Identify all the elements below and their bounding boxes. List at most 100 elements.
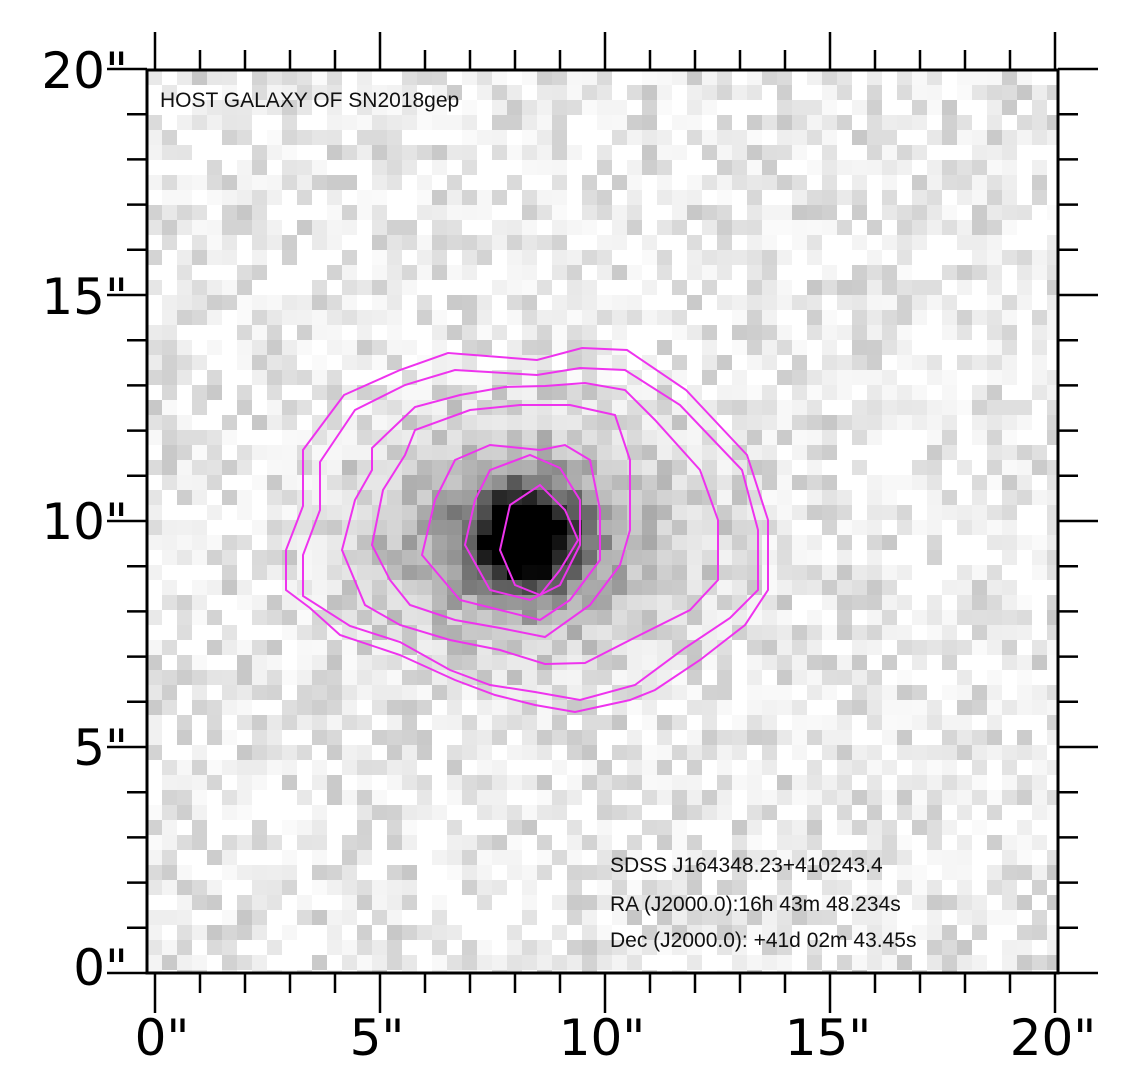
image-pixel	[297, 85, 312, 100]
image-pixel	[492, 610, 507, 625]
image-pixel	[372, 595, 387, 610]
image-pixel	[852, 265, 867, 280]
image-pixel	[837, 670, 852, 685]
image-pixel	[1017, 790, 1032, 805]
image-pixel	[207, 670, 222, 685]
image-pixel	[402, 385, 417, 400]
image-pixel	[492, 805, 507, 820]
image-pixel	[1017, 85, 1032, 100]
image-pixel	[507, 670, 522, 685]
image-pixel	[1047, 520, 1058, 535]
image-pixel	[327, 340, 342, 355]
image-pixel	[357, 355, 372, 370]
image-pixel	[297, 220, 312, 235]
image-pixel	[1002, 85, 1017, 100]
image-pixel	[312, 880, 327, 895]
image-pixel	[477, 775, 492, 790]
image-pixel	[762, 70, 777, 85]
image-pixel	[612, 310, 627, 325]
image-pixel	[927, 880, 942, 895]
image-pixel	[567, 490, 582, 505]
image-pixel	[567, 565, 582, 580]
image-pixel	[312, 625, 327, 640]
image-pixel	[942, 370, 957, 385]
image-pixel	[897, 310, 912, 325]
image-pixel	[177, 70, 192, 85]
image-pixel	[222, 640, 237, 655]
image-pixel	[717, 175, 732, 190]
image-pixel	[387, 100, 402, 115]
image-pixel	[987, 175, 1002, 190]
image-pixel	[867, 835, 882, 850]
image-pixel	[402, 370, 417, 385]
image-pixel	[972, 70, 987, 85]
image-pixel	[237, 160, 252, 175]
image-pixel	[417, 205, 432, 220]
image-pixel	[852, 910, 867, 925]
image-pixel	[222, 835, 237, 850]
image-pixel	[777, 430, 792, 445]
image-pixel	[282, 550, 297, 565]
image-pixel	[1017, 250, 1032, 265]
image-pixel	[987, 190, 1002, 205]
image-pixel	[537, 565, 552, 580]
image-pixel	[987, 385, 1002, 400]
image-pixel	[687, 175, 702, 190]
image-pixel	[942, 790, 957, 805]
image-pixel	[882, 505, 897, 520]
image-pixel	[342, 580, 357, 595]
image-pixel	[327, 685, 342, 700]
image-pixel	[222, 760, 237, 775]
image-pixel	[747, 385, 762, 400]
image-pixel	[252, 880, 267, 895]
image-pixel	[717, 790, 732, 805]
image-pixel	[807, 205, 822, 220]
image-pixel	[642, 880, 657, 895]
image-pixel	[447, 190, 462, 205]
image-pixel	[642, 235, 657, 250]
image-pixel	[822, 370, 837, 385]
image-pixel	[1032, 490, 1047, 505]
image-pixel	[567, 670, 582, 685]
image-pixel	[552, 325, 567, 340]
image-pixel	[972, 430, 987, 445]
image-pixel	[372, 940, 387, 955]
image-pixel	[882, 595, 897, 610]
image-pixel	[402, 235, 417, 250]
image-pixel	[792, 385, 807, 400]
image-pixel	[372, 115, 387, 130]
image-pixel	[282, 490, 297, 505]
image-pixel	[447, 325, 462, 340]
image-pixel	[432, 385, 447, 400]
image-pixel	[687, 250, 702, 265]
image-pixel	[942, 310, 957, 325]
image-pixel	[822, 715, 837, 730]
image-pixel	[837, 925, 852, 940]
image-pixel	[432, 325, 447, 340]
image-pixel	[432, 520, 447, 535]
image-pixel	[687, 595, 702, 610]
image-pixel	[342, 910, 357, 925]
image-pixel	[747, 925, 762, 940]
image-pixel	[192, 280, 207, 295]
image-pixel	[237, 715, 252, 730]
image-pixel	[627, 700, 642, 715]
contour-level-2	[302, 366, 759, 702]
image-pixel	[282, 505, 297, 520]
image-pixel	[1032, 355, 1047, 370]
image-pixel	[912, 760, 927, 775]
image-pixel	[702, 265, 717, 280]
image-pixel	[267, 730, 282, 745]
image-pixel	[402, 160, 417, 175]
image-pixel	[372, 445, 387, 460]
image-pixel	[387, 625, 402, 640]
image-pixel	[837, 115, 852, 130]
image-pixel	[687, 910, 702, 925]
image-pixel	[957, 325, 972, 340]
image-pixel	[702, 250, 717, 265]
image-pixel	[522, 190, 537, 205]
image-pixel	[837, 355, 852, 370]
image-pixel	[492, 850, 507, 865]
image-pixel	[162, 685, 177, 700]
image-pixel	[777, 70, 792, 85]
